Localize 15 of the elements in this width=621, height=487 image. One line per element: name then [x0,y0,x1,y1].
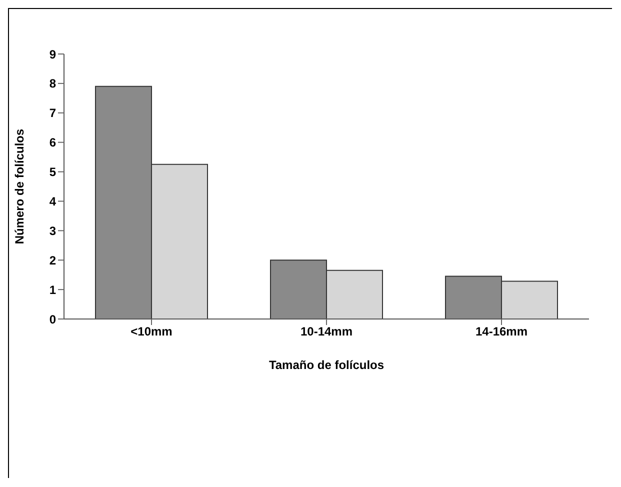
y-tick-label: 1 [49,282,56,297]
y-tick-label: 3 [49,224,56,238]
y-tick-label: 2 [49,253,56,268]
x-tick-label: 14-16mm [475,324,528,339]
y-tick-label: 5 [49,165,56,180]
y-tick-label: 6 [49,136,56,150]
y-tick-label: 7 [49,106,56,120]
x-axis-title: Tamaño de folículos [268,358,384,372]
y-tick-label: 4 [49,194,56,208]
y-axis-title: Número de folículos [12,128,26,244]
x-tick-label: 10-14mm [300,324,353,339]
y-tick-label: 9 [49,47,56,62]
y-tick-label: 8 [49,76,56,91]
x-tick-label: <10mm [130,324,172,339]
y-tick-label: 0 [49,312,56,326]
